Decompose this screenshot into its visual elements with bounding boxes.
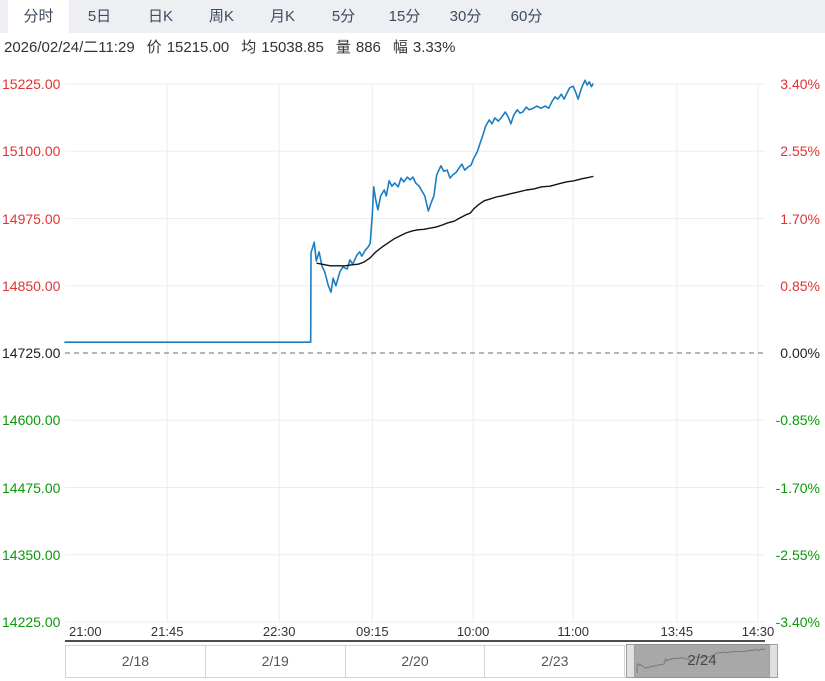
right-axis-percent-label: 0.00% xyxy=(780,345,820,361)
thumb-sparkline xyxy=(636,648,766,674)
thumb-drag-handle-right[interactable] xyxy=(769,644,778,678)
x-axis-time-label: 22:30 xyxy=(262,624,296,639)
left-axis-price-label: 14225.00 xyxy=(2,614,61,630)
average-label: 均 xyxy=(241,38,257,56)
average-value: 15038.85 xyxy=(261,38,324,56)
right-axis-percent-label: 3.40% xyxy=(780,76,820,92)
right-axis-percent-label: -2.55% xyxy=(775,546,820,563)
tab-timeshare[interactable]: 分时 xyxy=(8,0,69,33)
right-axis-percent-label: 1.70% xyxy=(780,210,820,227)
scrollbar-thumb[interactable]: 2/24 xyxy=(626,644,778,678)
tab-weekly-k[interactable]: 周K xyxy=(208,8,234,25)
left-axis-price-label: 15225.00 xyxy=(2,76,61,92)
x-axis-time-label: 21:45 xyxy=(150,624,184,639)
left-axis-price-label: 15100.00 xyxy=(2,143,61,160)
x-axis-time-label: 13:45 xyxy=(660,624,694,639)
price-value: 15215.00 xyxy=(166,38,230,56)
x-axis-time-label: 10:00 xyxy=(456,624,490,639)
left-axis-price-label: 14600.00 xyxy=(2,412,61,429)
right-axis-percent-label: 0.85% xyxy=(780,277,820,294)
left-axis-price-label: 14850.00 xyxy=(2,277,61,294)
left-axis-price-label: 14350.00 xyxy=(2,546,61,563)
left-axis-price-label: 14475.00 xyxy=(2,479,61,496)
tab-monthly-k[interactable]: 月K xyxy=(269,8,295,25)
volume-value: 886 xyxy=(355,38,381,56)
datetime-text: 2026/02/24/二11:29 xyxy=(4,38,135,56)
tab-5min[interactable]: 5分 xyxy=(331,8,356,25)
right-axis-percent-label: -1.70% xyxy=(775,479,820,496)
volume-label: 量 xyxy=(335,38,351,56)
thumb-body[interactable]: 2/24 xyxy=(635,644,769,678)
date-cell-2-20[interactable]: 2/20 xyxy=(346,646,486,677)
sparkline-path xyxy=(636,648,766,674)
tab-daily-k[interactable]: 日K xyxy=(147,8,173,25)
right-axis-percent-label: 2.55% xyxy=(780,143,820,160)
left-axis-price-label: 14975.00 xyxy=(2,210,61,227)
tab-15min[interactable]: 15分 xyxy=(388,8,421,25)
period-tabbar: 分时 5日 日K 周K 月K 5分 15分 30分 60分 xyxy=(0,0,825,33)
date-cell-2-23[interactable]: 2/23 xyxy=(485,646,626,677)
range-value: 3.33% xyxy=(412,38,456,56)
right-axis-percent-label: -0.85% xyxy=(775,412,820,429)
average-line xyxy=(316,175,594,267)
price-label: 价 xyxy=(146,38,162,56)
range-label: 幅 xyxy=(392,38,408,56)
left-axis-price-label: 14725.00 xyxy=(2,345,61,361)
x-axis-time-label: 09:15 xyxy=(356,624,389,639)
date-cell-2-19[interactable]: 2/19 xyxy=(206,646,346,677)
price-line xyxy=(64,79,594,344)
thumb-date-label: 2/24 xyxy=(687,652,717,669)
tab-30min[interactable]: 30分 xyxy=(449,8,482,25)
x-axis-time-label: 11:00 xyxy=(557,624,589,639)
date-cell-2-18[interactable]: 2/18 xyxy=(66,646,206,677)
x-axis-time-label: 14:30 xyxy=(741,624,775,639)
thumb-drag-handle-left[interactable] xyxy=(626,644,635,678)
right-axis-percent-label: -3.40% xyxy=(775,614,820,630)
x-axis-time-label: 21:00 xyxy=(69,624,102,639)
tab-60min[interactable]: 60分 xyxy=(510,8,543,25)
x-axis-baseline xyxy=(65,640,765,642)
tab-5day[interactable]: 5日 xyxy=(87,8,112,25)
